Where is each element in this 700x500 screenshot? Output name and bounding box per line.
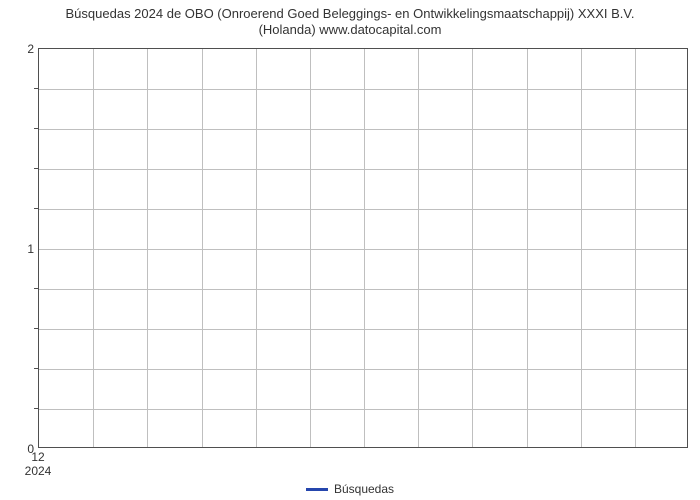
gridline-v [472, 49, 473, 447]
gridline-h [39, 209, 687, 210]
gridline-v [635, 49, 636, 447]
plot-area [38, 48, 688, 448]
gridline-v [418, 49, 419, 447]
gridline-v [527, 49, 528, 447]
gridline-h [39, 169, 687, 170]
y-tick-label: 0 [6, 442, 34, 456]
gridline-v [581, 49, 582, 447]
gridline-h [39, 249, 687, 250]
chart-title-line2: (Holanda) www.datocapital.com [259, 22, 442, 37]
gridline-v [256, 49, 257, 447]
gridline-v [364, 49, 365, 447]
legend: Búsquedas [0, 482, 700, 496]
gridline-h [39, 369, 687, 370]
gridline-h [39, 289, 687, 290]
gridline-v [93, 49, 94, 447]
line-chart: Búsquedas 2024 de OBO (Onroerend Goed Be… [0, 0, 700, 500]
y-tick-label: 2 [6, 42, 34, 56]
gridline-h [39, 329, 687, 330]
x-tick-label-top: 12 [31, 450, 44, 464]
chart-title-line1: Búsquedas 2024 de OBO (Onroerend Goed Be… [66, 6, 635, 21]
gridline-h [39, 89, 687, 90]
legend-label: Búsquedas [334, 482, 394, 496]
legend-swatch [306, 488, 328, 491]
gridline-v [147, 49, 148, 447]
gridline-v [310, 49, 311, 447]
gridline-v [202, 49, 203, 447]
gridline-h [39, 409, 687, 410]
y-tick-label: 1 [6, 242, 34, 256]
gridline-h [39, 129, 687, 130]
x-tick-label-bottom: 2024 [25, 464, 52, 478]
chart-title: Búsquedas 2024 de OBO (Onroerend Goed Be… [0, 6, 700, 39]
